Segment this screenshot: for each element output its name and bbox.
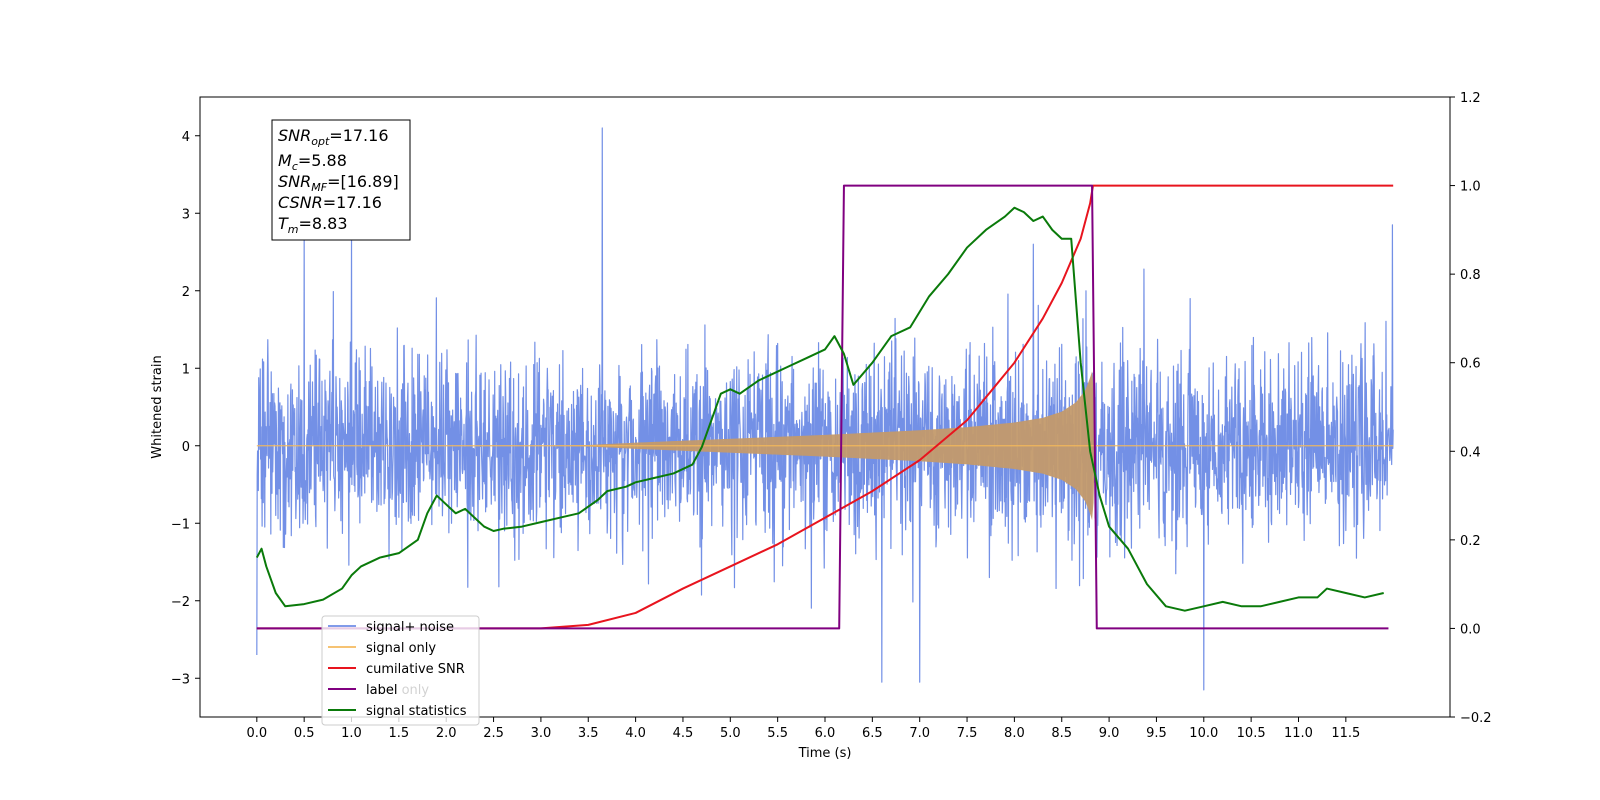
- x-tick-label: 2.0: [436, 726, 457, 741]
- annotation-subscript: m: [288, 223, 299, 236]
- x-tick-label: 11.0: [1284, 726, 1313, 741]
- x-tick-label: 7.0: [909, 726, 930, 741]
- legend-hidden-label: label only: [366, 683, 429, 698]
- y-right-tick-label: −0.2: [1460, 711, 1492, 726]
- annotation-subscript: opt: [311, 135, 330, 148]
- x-tick-label: 10.0: [1189, 726, 1218, 741]
- y-right-tick-label: 0.0: [1460, 622, 1481, 637]
- annotation-value: =17.16: [329, 126, 388, 145]
- x-tick-label: 4.0: [625, 726, 646, 741]
- annotation-value: =17.16: [323, 193, 382, 212]
- annotation-line: SNRMF=[16.89]: [278, 172, 399, 194]
- y-right-tick-label: 0.4: [1460, 445, 1481, 460]
- x-tick-label: 0.0: [246, 726, 267, 741]
- legend-label: signal statistics: [366, 704, 467, 719]
- annotation-symbol: CSNR: [278, 193, 323, 212]
- y-left-tick-label: 4: [182, 130, 190, 145]
- x-tick-label: 1.0: [341, 726, 362, 741]
- x-axis-label: Time (s): [798, 746, 852, 761]
- legend-label: signal only: [366, 641, 436, 656]
- annotation-value: =[16.89]: [327, 172, 399, 191]
- y-right-tick-label: 0.8: [1460, 268, 1481, 283]
- x-tick-label: 9.0: [1099, 726, 1120, 741]
- y-left-tick-label: 0: [182, 440, 190, 455]
- annotation-value: =8.83: [299, 214, 348, 233]
- y-left-tick-label: −3: [171, 672, 190, 687]
- annotation-line: CSNR=17.16: [278, 193, 382, 212]
- x-tick-label: 8.0: [1004, 726, 1025, 741]
- y-right-tick-label: 1.0: [1460, 180, 1481, 195]
- x-tick-label: 9.5: [1146, 726, 1167, 741]
- y-left-tick-label: −1: [171, 517, 190, 532]
- y-right-tick-label: 0.2: [1460, 534, 1481, 549]
- y-left-tick-label: 1: [182, 362, 190, 377]
- legend-label: signal+ noise: [366, 620, 454, 635]
- y-left-tick-label: 2: [182, 285, 190, 300]
- y-axis-left-label: Whitened strain: [150, 355, 165, 458]
- x-tick-label: 5.0: [720, 726, 741, 741]
- y-left-tick-label: −2: [171, 595, 190, 610]
- x-tick-label: 5.5: [767, 726, 788, 741]
- legend-label: cumilative SNR: [366, 662, 465, 677]
- annotation-line: SNRopt=17.16: [278, 126, 389, 148]
- x-tick-label: 3.0: [531, 726, 552, 741]
- y-left-tick-label: 3: [182, 207, 190, 222]
- x-tick-label: 1.5: [389, 726, 410, 741]
- x-tick-label: 6.5: [862, 726, 883, 741]
- x-tick-label: 3.5: [578, 726, 599, 741]
- x-tick-label: 8.5: [1051, 726, 1072, 741]
- y-right-tick-label: 1.2: [1460, 91, 1481, 106]
- x-tick-label: 7.5: [957, 726, 978, 741]
- x-tick-label: 11.5: [1331, 726, 1360, 741]
- x-tick-label: 4.5: [673, 726, 694, 741]
- y-right-tick-label: 0.6: [1460, 357, 1481, 372]
- annotation-box: SNRopt=17.16Mc=5.88SNRMF=[16.89]CSNR=17.…: [272, 120, 410, 240]
- annotation-symbol: SNR: [278, 172, 311, 191]
- annotation-line: Mc=5.88: [278, 151, 347, 173]
- x-tick-label: 2.5: [483, 726, 504, 741]
- annotation-symbol: SNR: [278, 126, 311, 145]
- x-tick-label: 0.5: [294, 726, 315, 741]
- x-tick-label: 6.0: [815, 726, 836, 741]
- legend: signal+ noise signal only cumilative SNR la…: [322, 616, 479, 725]
- annotation-value: =5.88: [298, 151, 347, 170]
- x-tick-label: 10.5: [1237, 726, 1266, 741]
- annotation-symbol: M: [278, 151, 292, 170]
